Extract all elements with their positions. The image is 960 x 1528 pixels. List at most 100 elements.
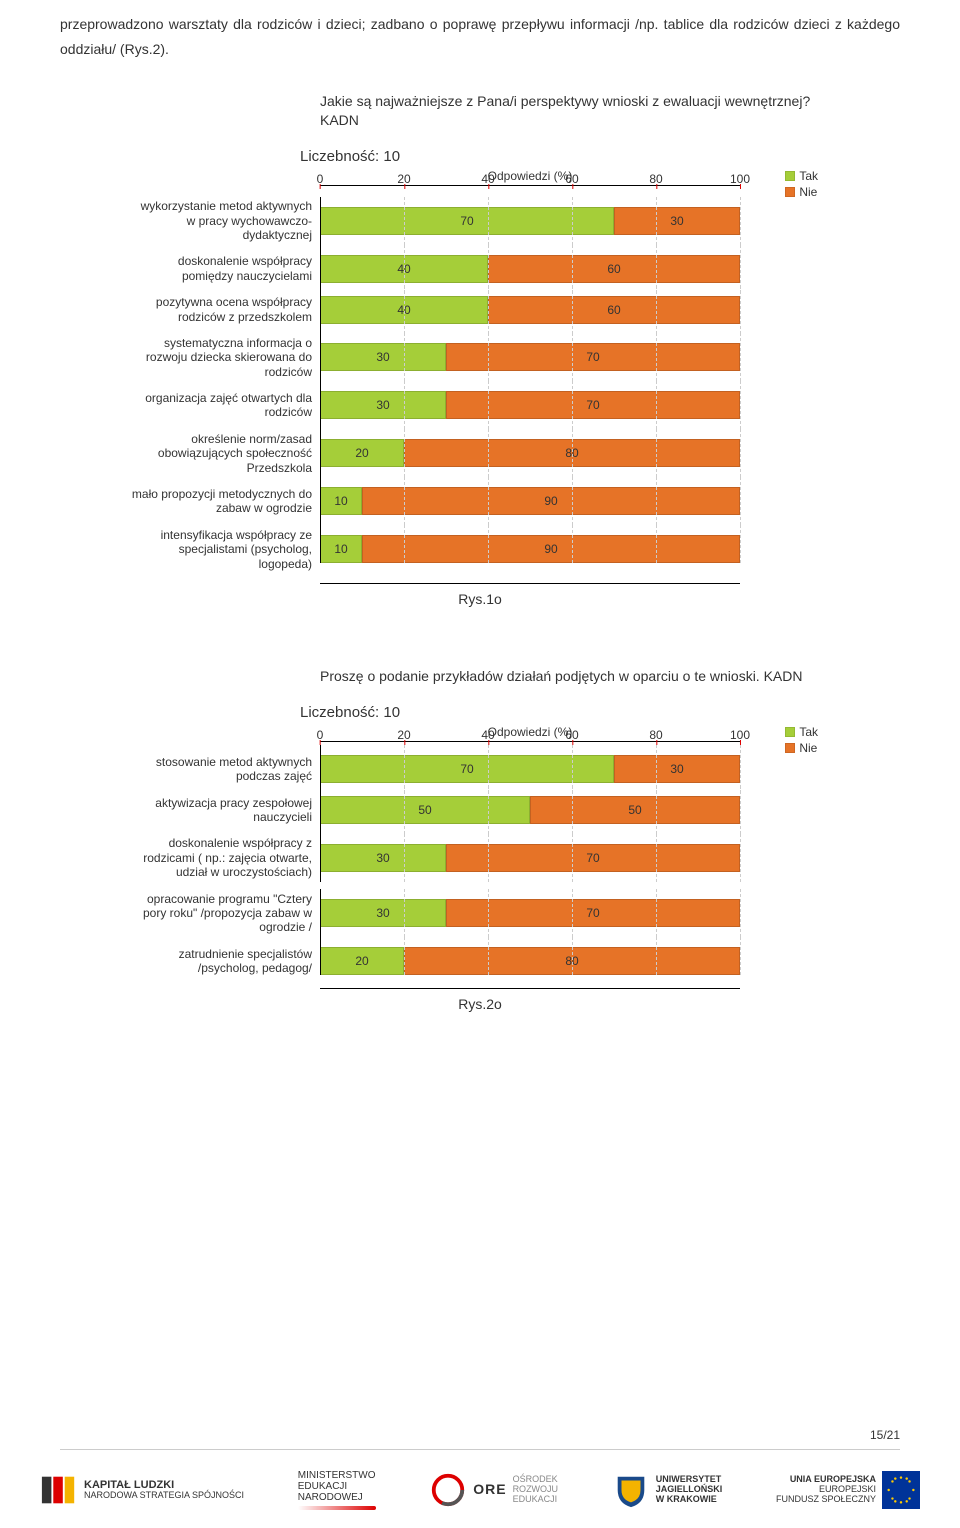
bar-segment-yes: 70 bbox=[320, 207, 614, 235]
row-label: stosowanie metod aktywnych podczas zajęć bbox=[130, 755, 320, 784]
logo-label: MINISTERSTWO bbox=[298, 1470, 376, 1481]
bar-segment-yes: 20 bbox=[320, 439, 404, 467]
bar-segment-yes: 30 bbox=[320, 899, 446, 927]
kapital-ludzki-icon bbox=[40, 1471, 78, 1509]
tick: 0 bbox=[317, 172, 324, 186]
logo-ore: ORE OŚRODEK ROZWOJU EDUKACJI bbox=[429, 1471, 558, 1509]
tick: 100 bbox=[730, 172, 750, 186]
bar-segment-no: 60 bbox=[488, 296, 740, 324]
chart-row: intensyfikacja współpracy ze specjalista… bbox=[130, 528, 830, 571]
swatch-yes bbox=[785, 727, 795, 737]
tick: 40 bbox=[481, 728, 494, 742]
bar-segment-yes: 10 bbox=[320, 487, 362, 515]
bar-area: 7030 bbox=[320, 207, 740, 235]
logo-sublabel: EDUKACJI bbox=[513, 1495, 559, 1505]
bar-segment-no: 30 bbox=[614, 755, 740, 783]
bar-segment-no: 70 bbox=[446, 844, 740, 872]
footer-divider bbox=[60, 1449, 900, 1450]
logo-men: MINISTERSTWO EDUKACJI NARODOWEJ bbox=[298, 1470, 376, 1510]
row-label: systematyczna informacja o rozwoju dziec… bbox=[130, 336, 320, 379]
logo-kapital-ludzki: KAPITAŁ LUDZKI NARODOWA STRATEGIA SPÓJNO… bbox=[40, 1471, 244, 1509]
chart-row: doskonalenie współpracy z rodzicami ( np… bbox=[130, 836, 830, 879]
bar-area: 1090 bbox=[320, 487, 740, 515]
tick: 100 bbox=[730, 728, 750, 742]
axis-title: Odpowiedzi (%) bbox=[320, 725, 740, 739]
body-text: przeprowadzono warsztaty dla rodziców i … bbox=[0, 0, 960, 62]
uj-shield-icon bbox=[612, 1471, 650, 1509]
row-label: intensyfikacja współpracy ze specjalista… bbox=[130, 528, 320, 571]
row-label: organizacja zajęć otwartych dla rodziców bbox=[130, 391, 320, 420]
chart-axis: Odpowiedzi (%) 0 20 40 60 80 100 Tak Nie bbox=[320, 169, 740, 199]
logo-label: W KRAKOWIE bbox=[656, 1495, 723, 1505]
chart-row: aktywizacja pracy zespołowej nauczycieli… bbox=[130, 796, 830, 825]
logo-sublabel: NARODOWA STRATEGIA SPÓJNOŚCI bbox=[84, 1491, 244, 1501]
legend-yes: Tak bbox=[799, 169, 818, 183]
legend: Tak Nie bbox=[785, 725, 818, 757]
legend-yes: Tak bbox=[799, 725, 818, 739]
logo-sublabel: FUNDUSZ SPOŁECZNY bbox=[776, 1495, 876, 1505]
chart-row: zatrudnienie specjalistów /psycholog, pe… bbox=[130, 947, 830, 976]
legend-no: Nie bbox=[799, 741, 817, 755]
tick: 60 bbox=[565, 728, 578, 742]
tick: 80 bbox=[649, 728, 662, 742]
chart-row: określenie norm/zasad obowiązujących spo… bbox=[130, 432, 830, 475]
bar-segment-no: 70 bbox=[446, 899, 740, 927]
chart-title: Jakie są najważniejsze z Pana/i perspekt… bbox=[320, 92, 830, 130]
chart-2: Proszę o podanie przykładów działań podj… bbox=[130, 667, 830, 1012]
chart-row: pozytywna ocena współpracy rodziców z pr… bbox=[130, 295, 830, 324]
bar-segment-no: 70 bbox=[446, 391, 740, 419]
chart-row: wykorzystanie metod aktywnych w pracy wy… bbox=[130, 199, 830, 242]
chart-row: opracowanie programu "Cztery pory roku" … bbox=[130, 892, 830, 935]
ore-icon bbox=[429, 1471, 467, 1509]
logo-label: ORE bbox=[473, 1482, 506, 1497]
bar-segment-yes: 30 bbox=[320, 844, 446, 872]
row-label: wykorzystanie metod aktywnych w pracy wy… bbox=[130, 199, 320, 242]
logo-label: NARODOWEJ bbox=[298, 1492, 376, 1503]
axis-title: Odpowiedzi (%) bbox=[320, 169, 740, 183]
chart-1: Jakie są najważniejsze z Pana/i perspekt… bbox=[130, 92, 830, 607]
row-label: aktywizacja pracy zespołowej nauczycieli bbox=[130, 796, 320, 825]
row-label: doskonalenie współpracy pomiędzy nauczyc… bbox=[130, 254, 320, 283]
eu-flag-icon bbox=[882, 1471, 920, 1509]
bar-area: 2080 bbox=[320, 947, 740, 975]
chart-rows: stosowanie metod aktywnych podczas zajęć… bbox=[130, 755, 830, 976]
chart-count: Liczebność: 10 bbox=[300, 148, 830, 165]
row-label: mało propozycji metodycznych do zabaw w … bbox=[130, 487, 320, 516]
chart-row: organizacja zajęć otwartych dla rodziców… bbox=[130, 391, 830, 420]
bar-segment-no: 50 bbox=[530, 796, 740, 824]
tick: 0 bbox=[317, 728, 324, 742]
bar-segment-yes: 20 bbox=[320, 947, 404, 975]
logo-uj: UNIWERSYTET JAGIELLOŃSKI W KRAKOWIE bbox=[612, 1471, 723, 1509]
bar-area: 3070 bbox=[320, 899, 740, 927]
swatch-yes bbox=[785, 171, 795, 181]
row-label: określenie norm/zasad obowiązujących spo… bbox=[130, 432, 320, 475]
logo-eu: UNIA EUROPEJSKA EUROPEJSKI FUNDUSZ SPOŁE… bbox=[776, 1471, 920, 1509]
tick: 40 bbox=[481, 172, 494, 186]
bar-area: 3070 bbox=[320, 391, 740, 419]
row-label: zatrudnienie specjalistów /psycholog, pe… bbox=[130, 947, 320, 976]
legend-no: Nie bbox=[799, 185, 817, 199]
row-label: doskonalenie współpracy z rodzicami ( np… bbox=[130, 836, 320, 879]
chart-axis: Odpowiedzi (%) 0 20 40 60 80 100 Tak Nie bbox=[320, 725, 740, 755]
footer-logos: KAPITAŁ LUDZKI NARODOWA STRATEGIA SPÓJNO… bbox=[40, 1470, 920, 1510]
bar-segment-no: 70 bbox=[446, 343, 740, 371]
logo-label: EDUKACJI bbox=[298, 1481, 376, 1492]
swatch-no bbox=[785, 187, 795, 197]
swatch-no bbox=[785, 743, 795, 753]
bar-segment-yes: 30 bbox=[320, 343, 446, 371]
bar-area: 3070 bbox=[320, 343, 740, 371]
bar-segment-no: 90 bbox=[362, 487, 740, 515]
bar-segment-yes: 10 bbox=[320, 535, 362, 563]
tick: 60 bbox=[565, 172, 578, 186]
bar-area: 1090 bbox=[320, 535, 740, 563]
tick: 20 bbox=[397, 728, 410, 742]
row-label: pozytywna ocena współpracy rodziców z pr… bbox=[130, 295, 320, 324]
bar-area: 2080 bbox=[320, 439, 740, 467]
bar-segment-no: 60 bbox=[488, 255, 740, 283]
chart-rows: wykorzystanie metod aktywnych w pracy wy… bbox=[130, 199, 830, 571]
bar-segment-yes: 50 bbox=[320, 796, 530, 824]
bar-segment-yes: 30 bbox=[320, 391, 446, 419]
figure-caption: Rys.2o bbox=[130, 996, 830, 1012]
bar-area: 3070 bbox=[320, 844, 740, 872]
bar-area: 4060 bbox=[320, 296, 740, 324]
